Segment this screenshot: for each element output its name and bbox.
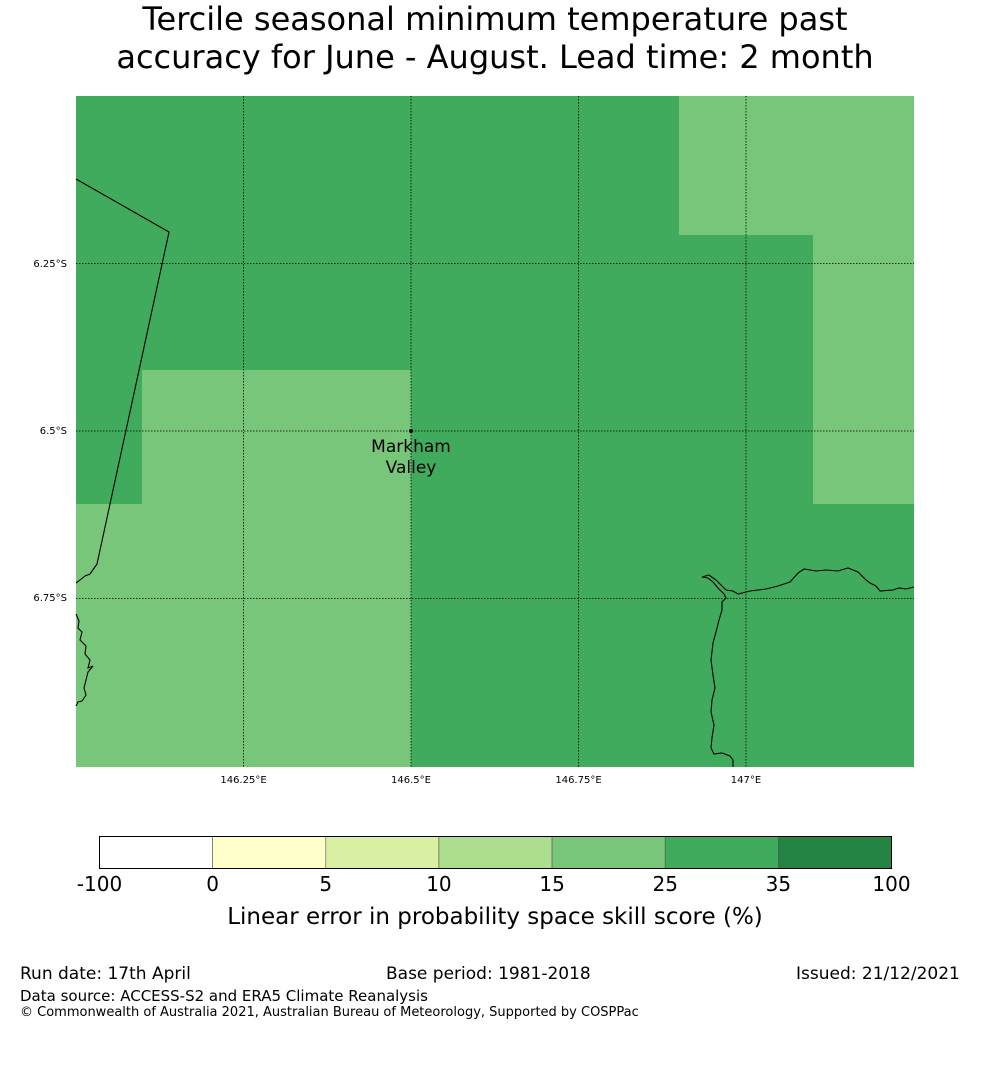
lat-tick-label: 6.5°S [40,426,67,437]
skill-cell-southwest-upper [142,370,411,504]
colorbar-tick-label: 35 [766,872,791,896]
copyright: © Commonwealth of Australia 2021, Austra… [20,1005,639,1020]
east-coastline [701,567,915,767]
run-date: Run date: 17th April [20,964,191,984]
skill-cell-east [813,235,914,504]
colorbar-tick-label: -100 [77,872,122,896]
west-coastline [75,613,94,707]
lon-tick-label: 146.5°E [391,775,431,786]
colorbar-cell [212,836,327,869]
colorbar-frame [99,836,892,869]
colorbar-cells [99,836,892,869]
title-line-1: Tercile seasonal minimum temperature pas… [142,0,848,38]
colorbar-cell [99,836,213,869]
lon-tick-label: 146.25°E [220,775,266,786]
province-boundary [75,178,170,584]
colorbar-cell [778,836,892,869]
skill-map: Markham Valley 146.25°E 146.5°E 146.75°E… [33,96,915,930]
colorbar-cell [551,836,666,869]
title-line-2: accuracy for June - August. Lead time: 2… [116,38,874,76]
colorbar: -100 0 5 10 15 25 35 100 Linear error in probab… [77,836,911,930]
colorbar-tick-label: 15 [539,872,564,896]
colorbar-tick-label: 5 [319,872,332,896]
base-period: Base period: 1981-2018 [386,964,591,984]
coastlines [75,178,915,767]
lon-tick-label: 147°E [731,775,761,786]
colorbar-label: Linear error in probability space skill … [227,904,763,930]
colorbar-tick-labels: -100 0 5 10 15 25 35 100 [77,872,911,896]
colorbar-tick-label: 0 [206,872,219,896]
location-label-line-2: Valley [386,458,437,478]
colorbar-cell [438,836,553,869]
colorbar-cell [325,836,440,869]
lat-tick-label: 6.75°S [33,593,67,604]
graticule [76,96,914,767]
location-label-line-1: Markham [371,437,451,457]
colorbar-tick-label: 10 [426,872,451,896]
colorbar-cell [664,836,779,869]
lat-tick-label: 6.25°S [33,259,67,270]
data-source: Data source: ACCESS-S2 and ERA5 Climate … [20,987,428,1005]
map-title: Tercile seasonal minimum temperature pas… [0,0,990,76]
longitude-tick-labels: 146.25°E 146.5°E 146.75°E 147°E [220,775,761,786]
latitude-tick-labels: 6.25°S 6.5°S 6.75°S [33,259,67,604]
colorbar-tick-label: 25 [652,872,677,896]
lon-tick-label: 146.75°E [555,775,601,786]
skill-grid [76,96,914,767]
location-marker [409,429,413,433]
colorbar-tick-label: 100 [872,872,910,896]
issued-date: Issued: 21/12/2021 [796,964,960,984]
skill-cell-northeast [679,96,914,235]
